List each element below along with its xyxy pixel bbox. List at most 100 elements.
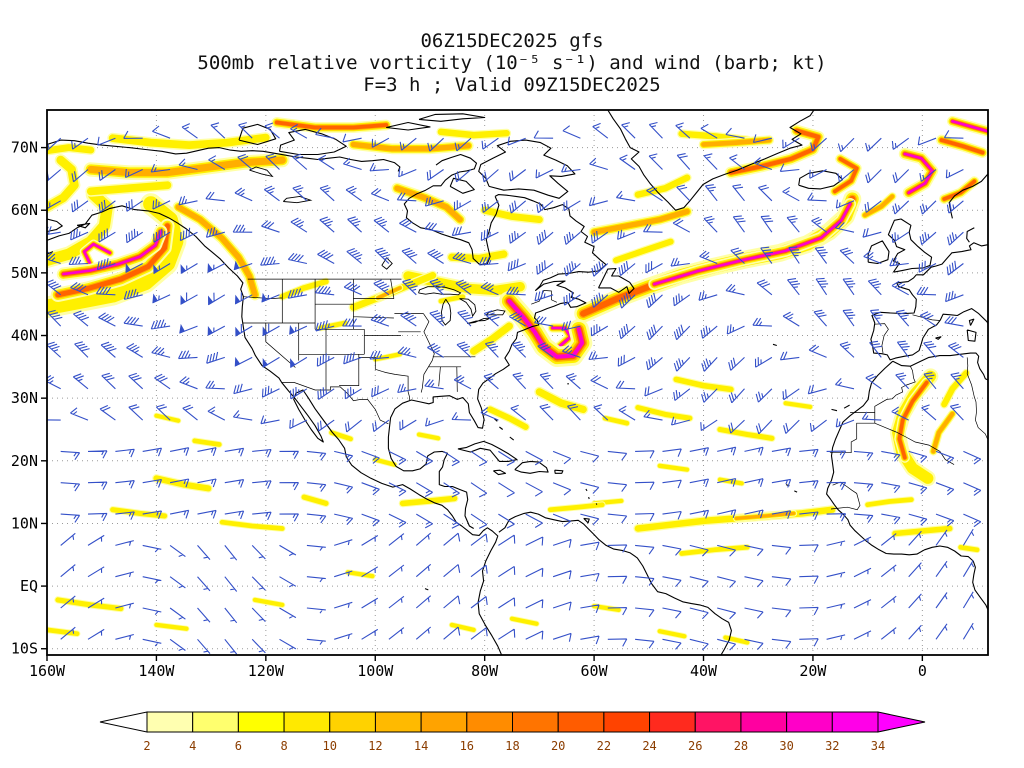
lon-label: 40W	[690, 662, 718, 680]
colorbar-label: 14	[414, 739, 428, 753]
vorticity-ribbon	[86, 181, 172, 196]
vorticity-ribbon	[47, 627, 80, 637]
colorbar-label: 24	[642, 739, 656, 753]
colorbar-label: 4	[189, 739, 196, 753]
lon-label: 120W	[248, 662, 285, 680]
axis-labels: 70N 60N 50N 40N 30N 20N 10N EQ 10S 160W 140W 120W 10…	[11, 139, 927, 680]
vorticity-ribbon	[481, 206, 543, 224]
lat-label: 30N	[11, 389, 38, 407]
vorticity-ribbon	[438, 294, 466, 304]
map-frame	[46, 109, 989, 656]
vorticity-ribbon	[172, 201, 261, 301]
vorticity-ribbon	[487, 406, 529, 431]
colorbar-label: 8	[280, 739, 287, 753]
lat-label: 60N	[11, 201, 38, 219]
vorticity-ribbon	[728, 128, 821, 175]
colorbar-segment	[740, 711, 788, 733]
colorbar-label: 26	[688, 739, 702, 753]
colorbar-label: 6	[235, 739, 242, 753]
vorticity-ribbon	[951, 120, 988, 133]
colorbar-segment	[831, 711, 879, 733]
colorbar: 2 4 6 8 10 12 14 16 18 20 22 24 26 28 30 32 34	[99, 711, 926, 753]
wind-barb-staffs	[47, 121, 982, 655]
lat-label: 10S	[11, 640, 38, 658]
vorticity-ribbon	[941, 370, 970, 408]
vorticity-ribbon	[174, 202, 260, 299]
colorbar-label: 22	[597, 739, 611, 753]
vorticity-ribbon	[635, 405, 693, 421]
vorticity-ribbon	[958, 544, 980, 553]
colorbar-segment	[283, 711, 331, 733]
lat-label: 20N	[11, 452, 38, 470]
title-field-description: 500mb relative vorticity (10⁻⁵ s⁻¹) and …	[197, 52, 827, 74]
lon-label: 160W	[29, 662, 66, 680]
vorticity-ribbon	[931, 411, 955, 454]
vorticity-ribbon	[62, 230, 163, 276]
lon-label: 140W	[138, 662, 175, 680]
vorticity-ribbon	[219, 519, 285, 531]
lon-label: 60W	[581, 662, 609, 680]
vorticity-ribbon	[612, 238, 674, 264]
colorbar-label: 32	[825, 739, 839, 753]
map-frame-rect	[46, 109, 989, 656]
vorticity-ribbon	[507, 299, 585, 359]
colorbar-label: 2	[143, 739, 150, 753]
latlon-gridlines	[47, 110, 988, 655]
colorbar-label: 20	[551, 739, 565, 753]
figure-title-block: 06Z15DEC2025 gfs 500mb relative vorticit…	[0, 30, 1024, 96]
colorbar-segment	[466, 711, 513, 733]
wind-barb-layer	[47, 121, 982, 655]
colorbar-label: 34	[871, 739, 885, 753]
colorbar-label: 10	[323, 739, 337, 753]
colorbar-segment	[603, 711, 651, 733]
vorticity-ribbon	[897, 380, 929, 460]
vorticity-ribbon	[717, 477, 744, 486]
colorbar-label: 12	[368, 739, 382, 753]
vorticity-ribbon	[192, 438, 222, 447]
vorticity-ribbon	[47, 155, 79, 212]
coastlines	[47, 110, 988, 655]
colorbar-label: 30	[779, 739, 793, 753]
vorticity-ribbon	[154, 622, 189, 631]
colorbar-arrow-right	[877, 711, 926, 733]
vorticity-ribbon	[547, 502, 605, 513]
colorbar-segment	[374, 711, 422, 733]
vorticity-ribbon	[717, 426, 775, 441]
vorticity-ribbon	[892, 525, 953, 537]
vorticity-ribbon	[862, 194, 895, 218]
colorbar-label: 18	[505, 739, 519, 753]
vorticity-ribbon	[602, 415, 630, 426]
vorticity-ribbon	[437, 128, 510, 139]
vorticity-ribbon	[657, 629, 687, 639]
vorticity-ribbon	[345, 570, 375, 579]
lon-label: 80W	[471, 662, 499, 680]
vorticity-ribbon	[47, 144, 95, 155]
colorbar-label: 28	[734, 739, 748, 753]
colorbar-segment	[694, 711, 742, 733]
vorticity-ribbon	[373, 457, 397, 467]
vorticity-ribbon	[591, 208, 690, 235]
vorticity-ribbon	[329, 430, 353, 442]
vorticity-ribbon	[55, 223, 170, 298]
colorbar-segment	[329, 711, 376, 733]
colorbar-segment	[649, 711, 696, 733]
colorbar-segment	[512, 711, 559, 733]
vorticity-ribbon	[509, 616, 539, 626]
vorticity-ribbon	[252, 597, 285, 608]
lakes	[249, 166, 506, 326]
colorbar-segment	[786, 711, 833, 733]
vorticity-ribbon	[942, 179, 977, 201]
lat-label: 50N	[11, 264, 38, 282]
vorticity-ribbon	[376, 286, 402, 300]
lon-label: 100W	[357, 662, 394, 680]
vorticity-ribbon	[653, 202, 852, 286]
vorticity-ribbon	[939, 138, 985, 155]
lon-label: 0	[918, 662, 927, 680]
colorbar-segment	[146, 711, 194, 733]
vorticity-ribbon	[470, 322, 513, 355]
vorticity-ribbon	[679, 544, 750, 556]
vorticity-ribbon	[449, 622, 476, 633]
lat-label: 40N	[11, 327, 38, 345]
colorbar-segment	[192, 711, 239, 733]
